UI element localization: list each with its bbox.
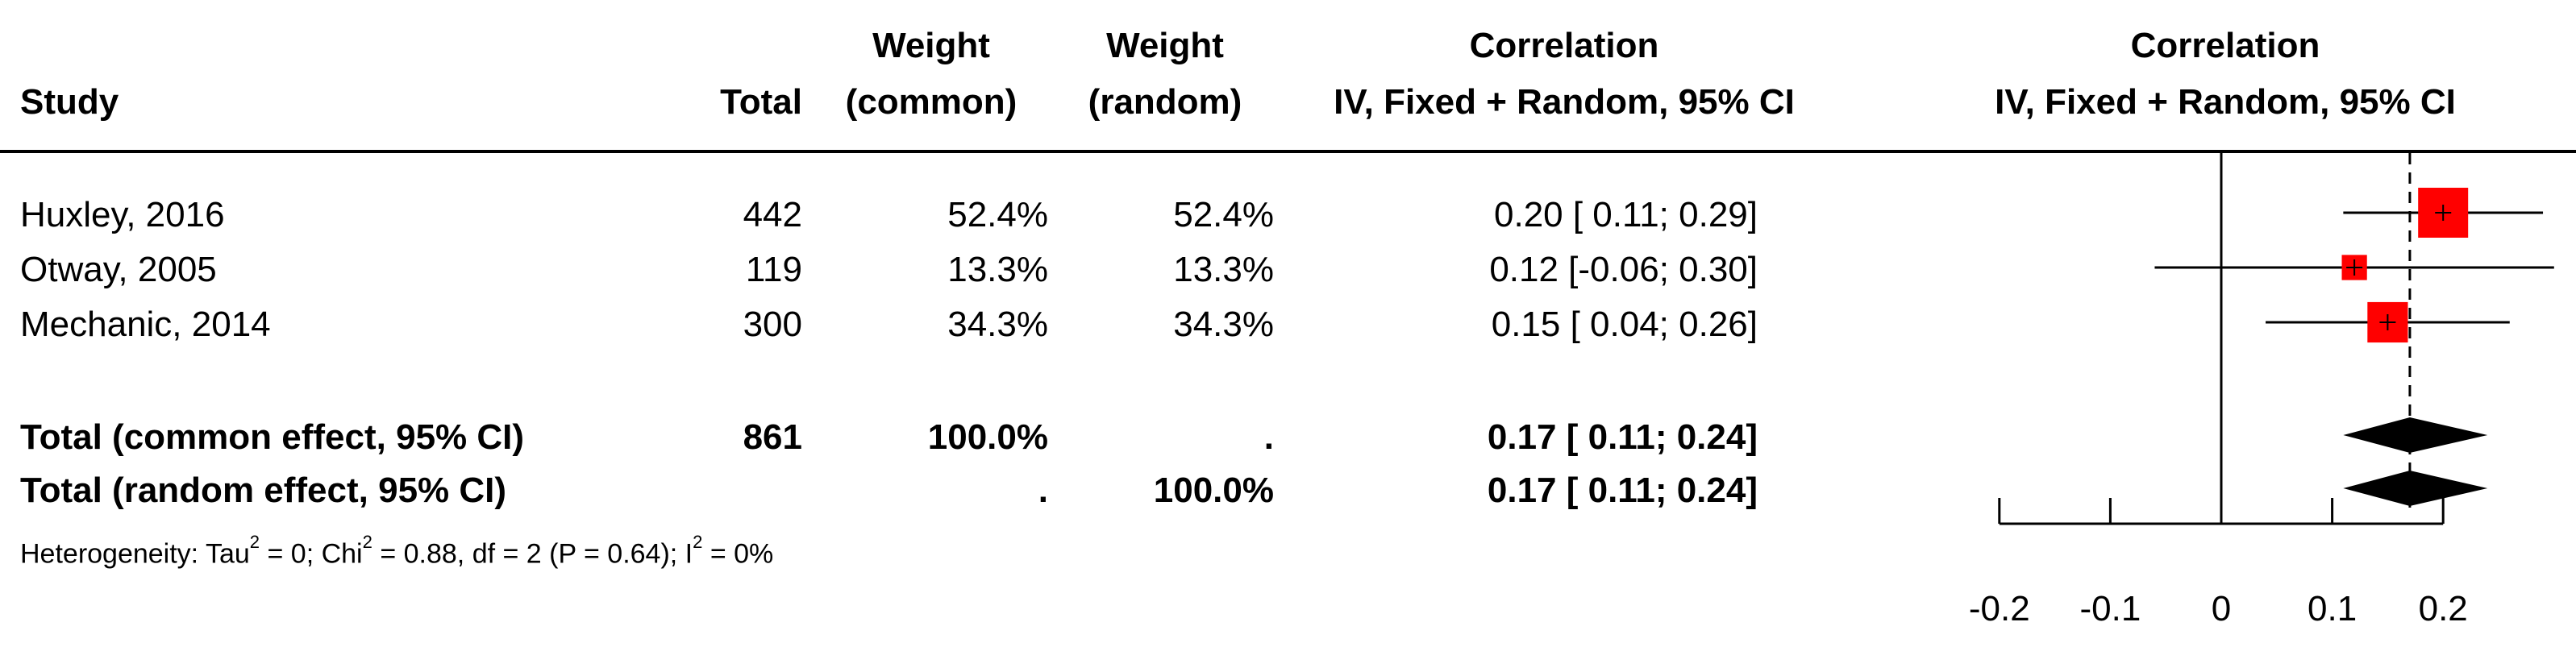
header-weight-common-2: (common) bbox=[845, 82, 1017, 122]
study-total: 300 bbox=[743, 305, 802, 344]
total-common-ci: 0.17 [ 0.11; 0.24] bbox=[1487, 417, 1758, 457]
x-tick-label: 0.2 bbox=[2419, 589, 2468, 628]
study-ci: 0.12 [-0.06; 0.30] bbox=[1489, 250, 1758, 289]
header-plot-1: Correlation bbox=[2130, 26, 2320, 65]
x-tick-label: -0.2 bbox=[1969, 589, 2030, 628]
header-correlation-1: Correlation bbox=[1469, 26, 1659, 65]
study-weight-random: 52.4% bbox=[1173, 195, 1274, 234]
study-total: 442 bbox=[743, 195, 802, 234]
study-weight-common: 13.3% bbox=[947, 250, 1048, 289]
study-ci: 0.15 [ 0.04; 0.26] bbox=[1491, 305, 1758, 344]
study-total: 119 bbox=[745, 250, 802, 289]
heterogeneity-text: Heterogeneity: Tau2 = 0; Chi2 = 0.88, df… bbox=[20, 532, 774, 570]
total-common-total: 861 bbox=[743, 417, 802, 457]
x-tick-label: 0 bbox=[2212, 589, 2231, 628]
summary-diamond bbox=[2343, 471, 2488, 506]
summary-diamond bbox=[2343, 417, 2488, 453]
study-name: Otway, 2005 bbox=[20, 250, 217, 289]
study-name: Mechanic, 2014 bbox=[20, 305, 271, 344]
header-study: Study bbox=[20, 82, 119, 122]
total-common-weight-common: 100.0% bbox=[927, 417, 1048, 457]
total-random-name: Total (random effect, 95% CI) bbox=[20, 471, 507, 510]
header-total: Total bbox=[720, 82, 802, 122]
header-weight-random-1: Weight bbox=[1106, 26, 1224, 65]
study-weight-common: 34.3% bbox=[947, 305, 1048, 344]
study-ci: 0.20 [ 0.11; 0.29] bbox=[1494, 195, 1758, 234]
study-weight-common: 52.4% bbox=[947, 195, 1048, 234]
total-random-ci: 0.17 [ 0.11; 0.24] bbox=[1487, 471, 1758, 510]
x-tick-label: -0.1 bbox=[2079, 589, 2141, 628]
x-tick-label: 0.1 bbox=[2308, 589, 2357, 628]
header-correlation-2: IV, Fixed + Random, 95% CI bbox=[1334, 82, 1795, 122]
header-plot-2: IV, Fixed + Random, 95% CI bbox=[1995, 82, 2456, 122]
study-name: Huxley, 2016 bbox=[20, 195, 225, 234]
study-weight-random: 34.3% bbox=[1173, 305, 1274, 344]
total-random-weight-common: . bbox=[1038, 471, 1048, 510]
header-weight-random-2: (random) bbox=[1088, 82, 1242, 122]
study-weight-random: 13.3% bbox=[1173, 250, 1274, 289]
total-random-weight-random: 100.0% bbox=[1153, 471, 1274, 510]
total-common-name: Total (common effect, 95% CI) bbox=[20, 417, 525, 457]
header-weight-common-1: Weight bbox=[872, 26, 990, 65]
total-common-weight-random: . bbox=[1263, 417, 1274, 457]
